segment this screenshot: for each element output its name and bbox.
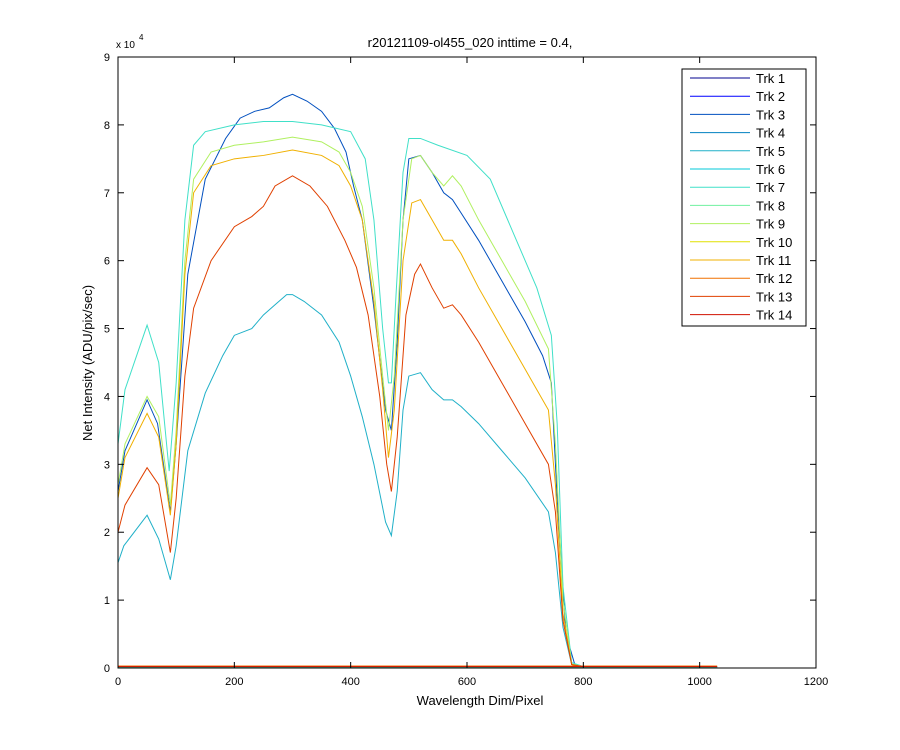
- series-line-trk-13: [117, 175, 584, 668]
- series-line-trk-9: [117, 136, 584, 668]
- x-tick-label: 0: [115, 676, 121, 688]
- tick-layer: 0 200 400 600 800 1000 1200 0 1 2 3 4 5 6 7 8 9: [104, 52, 828, 688]
- series-layer: [117, 93, 718, 668]
- y-tick-label: 9: [104, 52, 110, 64]
- legend-label-trk-1: Trk 1: [756, 71, 785, 86]
- y-multiplier-label: x 10: [116, 40, 135, 51]
- legend-label-trk-4: Trk 4: [756, 126, 785, 141]
- legend-label-trk-3: Trk 3: [756, 107, 785, 122]
- legend-box: [681, 68, 807, 327]
- x-tick-label: 600: [458, 676, 476, 688]
- legend-label-trk-6: Trk 6: [756, 162, 785, 177]
- legend-label-trk-12: Trk 12: [756, 271, 792, 286]
- legend-label-trk-8: Trk 8: [756, 198, 785, 213]
- y-multiplier-exponent: 4: [139, 33, 144, 42]
- legend-label-trk-13: Trk 13: [756, 289, 792, 304]
- y-tick-label: 0: [104, 663, 110, 675]
- legend-label-trk-5: Trk 5: [756, 144, 785, 159]
- y-tick-label: 6: [104, 256, 110, 268]
- legend-label-trk-9: Trk 9: [756, 217, 785, 232]
- x-tick-label: 200: [225, 676, 243, 688]
- y-tick-label: 5: [104, 324, 110, 336]
- y-tick-label: 8: [104, 120, 110, 132]
- series-line-trk-7: [117, 120, 584, 668]
- y-tick-label: 3: [104, 459, 110, 471]
- y-tick-label: 2: [104, 527, 110, 539]
- legend-label-trk-7: Trk 7: [756, 180, 785, 195]
- legend-label-trk-11: Trk 11: [756, 253, 791, 268]
- legend: Trk 1 Trk 2 Trk 3 Trk 4 Trk 5 Trk 6 Trk 7 Trk 8…: [681, 68, 807, 327]
- y-axis-label: Net Intensity (ADU/pix/sec): [80, 285, 95, 441]
- x-tick-label: 1200: [804, 676, 828, 688]
- series-line-trk-5: [117, 294, 584, 668]
- y-tick-label: 4: [104, 391, 110, 403]
- x-tick-label: 400: [341, 676, 359, 688]
- x-axis-label: Wavelength Dim/Pixel: [417, 693, 544, 708]
- legend-label-trk-2: Trk 2: [756, 89, 785, 104]
- y-tick-label: 7: [104, 188, 110, 200]
- legend-entries: Trk 1 Trk 2 Trk 3 Trk 4 Trk 5 Trk 6 Trk 7 Trk 8…: [690, 71, 792, 323]
- x-tick-label: 1000: [687, 676, 711, 688]
- x-tick-label: 800: [574, 676, 592, 688]
- series-line-trk-11: [117, 149, 584, 668]
- y-tick-label: 1: [104, 595, 110, 607]
- chart-title: r20121109-ol455_020 inttime = 0.4,: [368, 35, 573, 50]
- legend-label-trk-14: Trk 14: [756, 308, 792, 323]
- legend-label-trk-10: Trk 10: [756, 235, 792, 250]
